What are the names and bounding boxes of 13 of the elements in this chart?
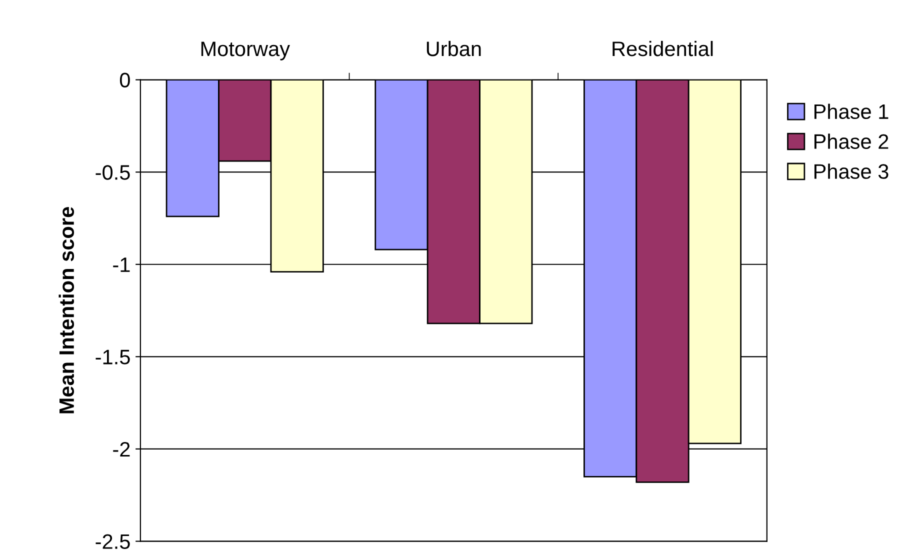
x-tick-label: Motorway [201, 42, 290, 60]
x-tick-label: Urban [426, 40, 481, 56]
legend-label: Phase 3 [814, 164, 888, 179]
legend-label: Phase 2 [814, 134, 888, 149]
y-tick-label: -2 [113, 442, 130, 457]
y-tick-label: -1.5 [96, 350, 130, 364]
y-tick-label: 0 [120, 72, 130, 88]
legend-label: Phase 1 [814, 104, 888, 120]
x-tick-label: Residential [612, 40, 713, 56]
y-tick-label: -1 [113, 258, 130, 272]
y-tick-label: -2.5 [96, 534, 130, 550]
y-tick-label: -0.5 [96, 165, 130, 180]
y-axis-title: Mean Intention score [58, 207, 74, 414]
